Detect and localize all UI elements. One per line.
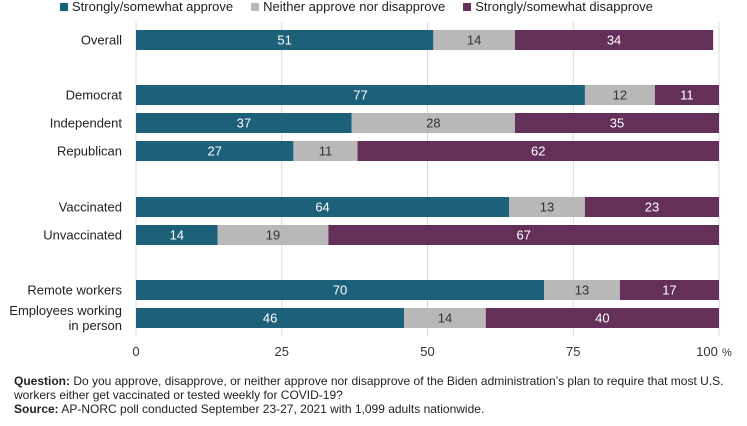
x-tick-label: 0 — [132, 344, 139, 359]
bar-segment-approve — [136, 85, 585, 105]
legend-swatch-disapprove — [463, 3, 472, 11]
data-label-disapprove: 34 — [607, 33, 621, 48]
data-label-neither: 19 — [266, 228, 280, 243]
bar-segment-disapprove — [619, 280, 719, 300]
bar-segment-neither — [433, 30, 515, 50]
data-label-neither: 28 — [426, 116, 440, 131]
bar-segment-neither — [217, 225, 329, 245]
bar-segment-approve — [136, 141, 294, 161]
bar-segment-approve — [136, 113, 352, 133]
category-label: Unvaccinated — [43, 228, 122, 243]
data-label-approve: 14 — [170, 228, 184, 243]
bar-segment-neither — [509, 197, 585, 217]
data-label-disapprove: 11 — [680, 88, 694, 103]
data-label-neither: 14 — [438, 311, 452, 326]
legend-swatch-neither — [251, 3, 260, 11]
data-label-approve: 51 — [277, 33, 291, 48]
source-text: AP-NORC poll conducted September 23-27, … — [58, 402, 485, 416]
category-label: Republican — [57, 144, 122, 159]
bar-segment-disapprove — [514, 30, 714, 50]
data-label-disapprove: 23 — [645, 200, 659, 215]
legend-item-approve: Strongly/somewhat approve — [60, 0, 233, 14]
data-label-disapprove: 35 — [610, 116, 624, 131]
footnote: Question: Do you approve, disapprove, or… — [14, 374, 736, 416]
data-label-neither: 13 — [540, 200, 554, 215]
data-label-disapprove: 40 — [595, 311, 609, 326]
data-label-neither: 13 — [575, 283, 589, 298]
bar-segment-disapprove — [357, 141, 719, 161]
bar-segment-approve — [136, 197, 510, 217]
x-axis-unit: % — [722, 347, 732, 359]
source-label: Source: — [14, 402, 59, 416]
category-label: Vaccinated — [59, 200, 122, 215]
bar-segment-disapprove — [654, 85, 719, 105]
question-text: Do you approve, disapprove, or neither a… — [14, 374, 724, 402]
data-label-disapprove: 17 — [662, 283, 676, 298]
bar-segment-disapprove — [514, 113, 719, 133]
data-label-approve: 27 — [207, 144, 221, 159]
stacked-bar-chart: 51 14 34 Overall 77 12 11 Democrat 37 28 35 Indepen… — [9, 22, 732, 359]
x-tick-label: 75 — [566, 344, 580, 359]
data-label-neither: 14 — [467, 33, 481, 48]
legend-label-disapprove: Strongly/somewhat disapprove — [475, 0, 654, 14]
bar-segment-disapprove — [328, 225, 719, 245]
category-label: Democrat — [66, 88, 123, 103]
legend-label-neither: Neither approve nor disapprove — [263, 0, 446, 14]
bar-segment-neither — [404, 308, 486, 328]
bar-segment-disapprove — [485, 308, 719, 328]
source-note: Source: AP-NORC poll conducted September… — [14, 402, 736, 416]
question-note: Question: Do you approve, disapprove, or… — [14, 374, 736, 402]
legend-item-disapprove: Strongly/somewhat disapprove — [463, 0, 653, 14]
bar-segment-neither — [293, 141, 358, 161]
question-label: Question: — [14, 374, 70, 388]
x-tick-label: 50 — [420, 344, 434, 359]
category-label: Overall — [81, 33, 122, 48]
bar-segment-approve — [136, 225, 218, 245]
data-label-approve: 37 — [237, 116, 251, 131]
data-label-disapprove: 67 — [516, 228, 530, 243]
bar-segment-neither — [351, 113, 515, 133]
category-label: Independent — [50, 116, 123, 131]
bar-segment-approve — [136, 30, 434, 50]
category-label: in person — [69, 318, 122, 333]
data-label-disapprove: 62 — [531, 144, 545, 159]
data-label-approve: 64 — [315, 200, 329, 215]
bar-segment-disapprove — [584, 197, 719, 217]
legend: Strongly/somewhat approve Neither approv… — [60, 0, 653, 14]
bar-segment-approve — [136, 280, 545, 300]
data-label-approve: 70 — [333, 283, 347, 298]
x-tick-label: 100 — [696, 344, 718, 359]
legend-item-neither: Neither approve nor disapprove — [251, 0, 445, 14]
data-label-approve: 77 — [353, 88, 367, 103]
data-label-neither: 11 — [319, 144, 333, 159]
bar-segment-neither — [584, 85, 655, 105]
bar-segment-neither — [544, 280, 620, 300]
x-tick-label: 25 — [275, 344, 289, 359]
legend-swatch-approve — [60, 3, 68, 11]
category-label: Employees working — [9, 303, 122, 318]
data-label-approve: 46 — [263, 311, 277, 326]
data-label-neither: 12 — [613, 88, 627, 103]
category-label: Remote workers — [27, 283, 122, 298]
bar-segment-approve — [136, 308, 405, 328]
legend-label-approve: Strongly/somewhat approve — [72, 0, 234, 14]
